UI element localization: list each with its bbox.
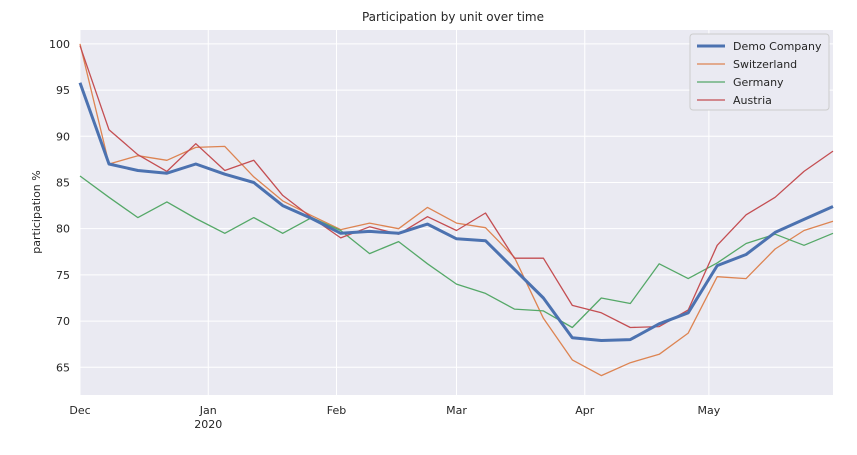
grid (79, 30, 833, 395)
y-tick-label: 100 (49, 38, 70, 51)
series-line-demo-company (78, 82, 834, 342)
series-line-switzerland (79, 43, 834, 377)
y-tick-label: 70 (56, 315, 70, 328)
x-tick-label: Mar (446, 404, 467, 417)
series-lines (78, 43, 834, 377)
legend-label: Germany (733, 76, 784, 89)
x-tick-label: Dec (69, 404, 90, 417)
legend: Demo Company Switzerland Germany Austria (689, 33, 830, 111)
y-tick-label: 95 (56, 84, 70, 97)
x-tick-label: Feb (327, 404, 346, 417)
y-axis-label: participation % (30, 170, 43, 253)
x-tick-label: Jan (199, 404, 217, 417)
series-line-austria (79, 45, 834, 329)
legend-label: Switzerland (733, 58, 797, 71)
y-tick-label: 75 (56, 269, 70, 282)
y-tick-label: 85 (56, 176, 70, 189)
x-tick-label: May (698, 404, 721, 417)
chart-title: Participation by unit over time (362, 10, 544, 24)
x-tick-label: Apr (575, 404, 595, 417)
legend-box (689, 33, 830, 111)
legend-label: Austria (733, 94, 772, 107)
y-axis-ticks: 65 70 75 80 85 90 95 100 (49, 38, 70, 374)
y-tick-label: 80 (56, 223, 70, 236)
y-tick-label: 90 (56, 130, 70, 143)
legend-label: Demo Company (733, 40, 822, 53)
x-tick-sublabel: 2020 (194, 418, 222, 431)
y-tick-label: 65 (56, 361, 70, 374)
